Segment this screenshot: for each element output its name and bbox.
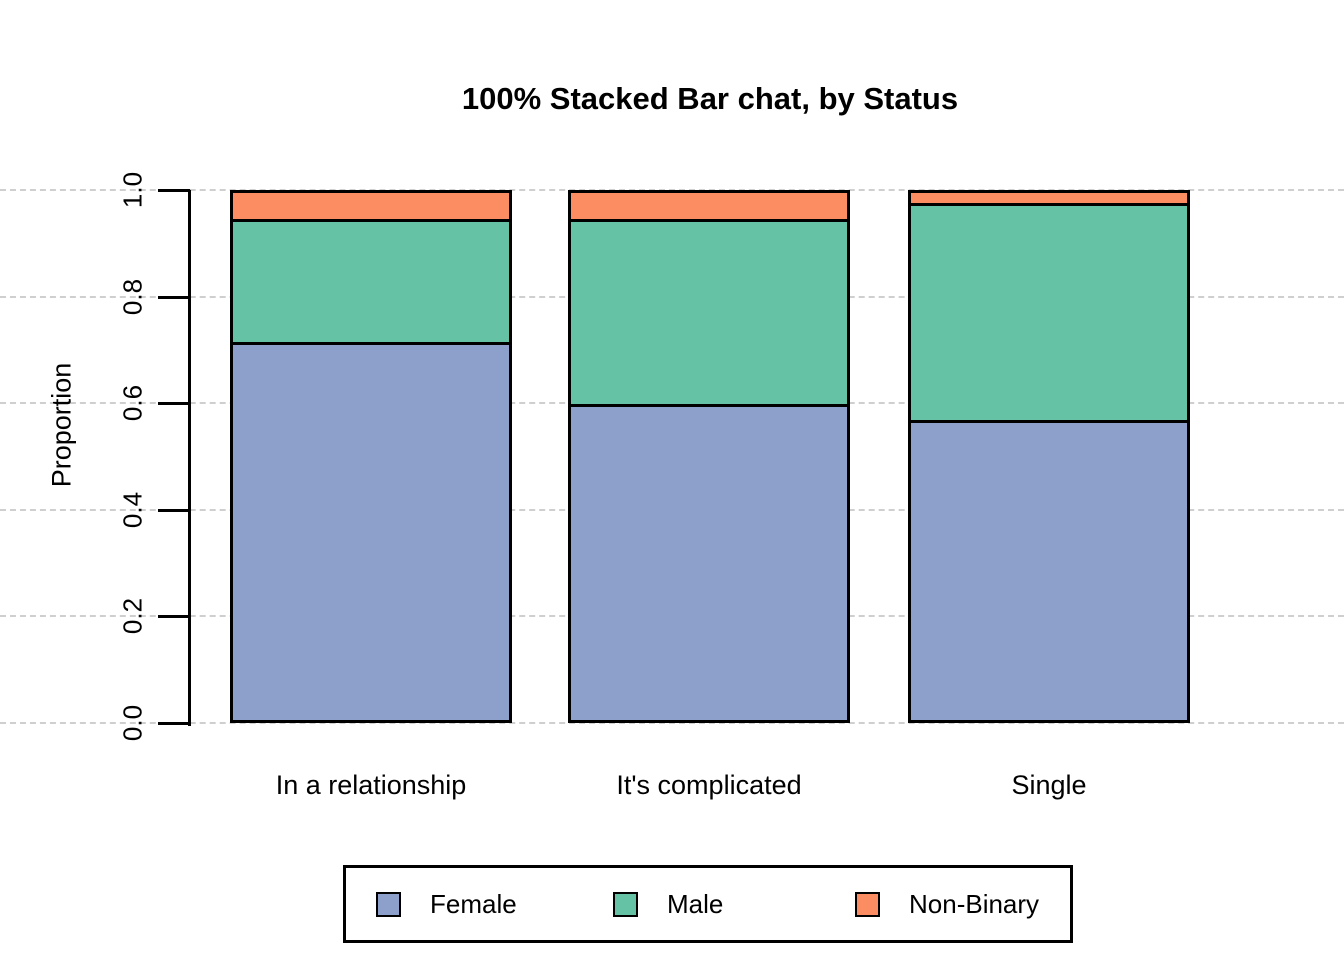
segment-non-binary-single [911,193,1187,204]
chart-title: 100% Stacked Bar chat, by Status [461,81,959,116]
y-tick-label-0.2: 0.2 [117,598,148,635]
y-axis-title: Proportion [46,362,77,488]
y-tick-0.4 [158,508,190,512]
y-tick-0.6 [158,402,190,406]
y-tick-label-1.0: 1.0 [117,171,148,209]
legend-box: Female Male Non-Binary [343,865,1073,943]
legend-label-female: Female [430,888,517,919]
legend-swatch-female [376,891,401,917]
legend-swatch-non-binary [855,891,880,917]
x-category-label-single: Single [1011,770,1087,800]
y-axis-line [188,190,191,726]
bar-it-s-complicated [568,190,850,723]
segment-female-in-a-relationship [233,341,509,720]
legend-label-non-binary: Non-Binary [909,888,1040,919]
segment-female-single [911,420,1187,720]
x-category-label-in-a-relationship: In a relationship [275,770,467,800]
legend-item-male: Male [613,868,723,940]
y-tick-0.8 [158,295,190,299]
y-tick-label-0.8: 0.8 [117,278,148,315]
legend-swatch-male [613,891,638,917]
legend-item-female: Female [376,868,517,940]
bar-in-a-relationship [230,190,512,723]
gridline-y-0.0 [0,722,1344,724]
segment-male-in-a-relationship [233,219,509,342]
legend-item-non-binary: Non-Binary [855,868,1039,940]
bar-single [908,190,1190,723]
y-tick-label-0.4: 0.4 [117,491,148,528]
y-tick-1.0 [158,189,190,192]
segment-non-binary-it-s-complicated [571,193,847,220]
y-tick-0.2 [158,615,190,619]
y-tick-label-0.0: 0.0 [117,704,148,742]
legend-label-male: Male [667,888,724,919]
y-tick-0.0 [158,722,190,725]
x-category-label-it-s-complicated: It's complicated [616,770,802,800]
segment-female-it-s-complicated [571,404,847,720]
segment-non-binary-in-a-relationship [233,193,509,220]
segment-male-single [911,203,1187,421]
y-tick-label-0.6: 0.6 [117,385,148,422]
segment-male-it-s-complicated [571,219,847,405]
